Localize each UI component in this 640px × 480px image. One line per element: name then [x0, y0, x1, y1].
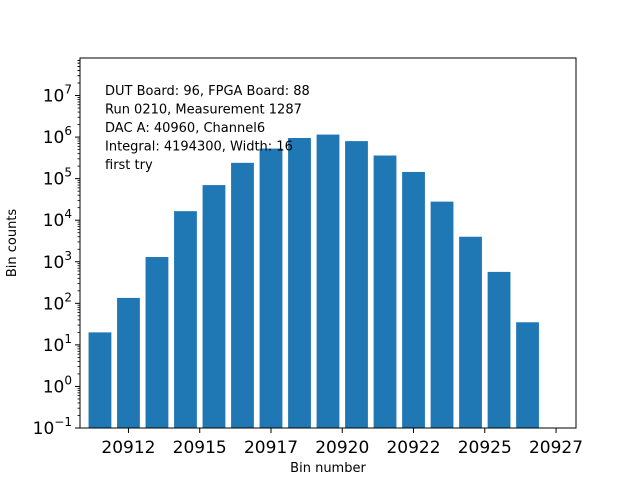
y-tick-label: 106 — [43, 124, 72, 148]
annotation-line: Integral: 4194300, Width: 16 — [105, 140, 293, 155]
bar-20911 — [88, 332, 112, 428]
x-tick-label: 20915 — [173, 438, 227, 458]
x-tick-label: 20927 — [529, 438, 583, 458]
bars-group — [88, 134, 539, 429]
bar-20914 — [174, 211, 197, 428]
x-tick-label: 20922 — [386, 438, 440, 458]
bar-20921 — [373, 155, 397, 428]
x-tick-label: 20920 — [315, 438, 369, 458]
x-axis-title: Bin number — [290, 461, 366, 476]
y-tick-label: 103 — [43, 249, 72, 273]
annotation-block: DUT Board: 96, FPGA Board: 88 Run 0210, M… — [105, 84, 310, 173]
annotation-line: first try — [105, 158, 153, 173]
y-tick-label: 107 — [43, 83, 72, 107]
annotation-line: DAC A: 40960, Channel6 — [105, 121, 265, 136]
bar-20915 — [202, 185, 226, 428]
y-axis-ticks: 10−1 100 101 102 103 104 105 106 107 — [33, 60, 80, 439]
bar-20913 — [145, 257, 169, 428]
annotation-line: DUT Board: 96, FPGA Board: 88 — [105, 84, 310, 99]
y-tick-label: 10−1 — [33, 415, 72, 439]
bar-20916 — [231, 162, 254, 428]
bar-20919 — [316, 134, 340, 428]
y-tick-label: 100 — [43, 373, 72, 397]
bar-20923 — [430, 201, 454, 428]
bar-20920 — [345, 141, 368, 429]
y-tick-label: 102 — [43, 290, 72, 314]
x-tick-label: 20925 — [458, 438, 512, 458]
bar-20926 — [516, 322, 539, 428]
bar-20912 — [117, 297, 140, 428]
y-tick-label: 104 — [43, 207, 72, 231]
bar-20918 — [288, 138, 311, 428]
y-tick-label: 101 — [43, 332, 72, 356]
bar-20922 — [402, 171, 425, 428]
plot-frame — [79, 57, 577, 429]
annotation-line: Run 0210, Measurement 1287 — [105, 103, 302, 118]
x-axis-ticks: 20912 20915 20917 20920 20922 20925 20927 — [101, 428, 583, 458]
x-tick-label: 20917 — [244, 438, 298, 458]
bar-20924 — [459, 236, 482, 428]
y-axis-title: Bin counts — [5, 209, 20, 278]
x-tick-label: 20912 — [101, 438, 155, 458]
y-tick-label: 105 — [43, 166, 72, 190]
bar-20925 — [487, 271, 511, 428]
bar-20917 — [259, 148, 283, 429]
